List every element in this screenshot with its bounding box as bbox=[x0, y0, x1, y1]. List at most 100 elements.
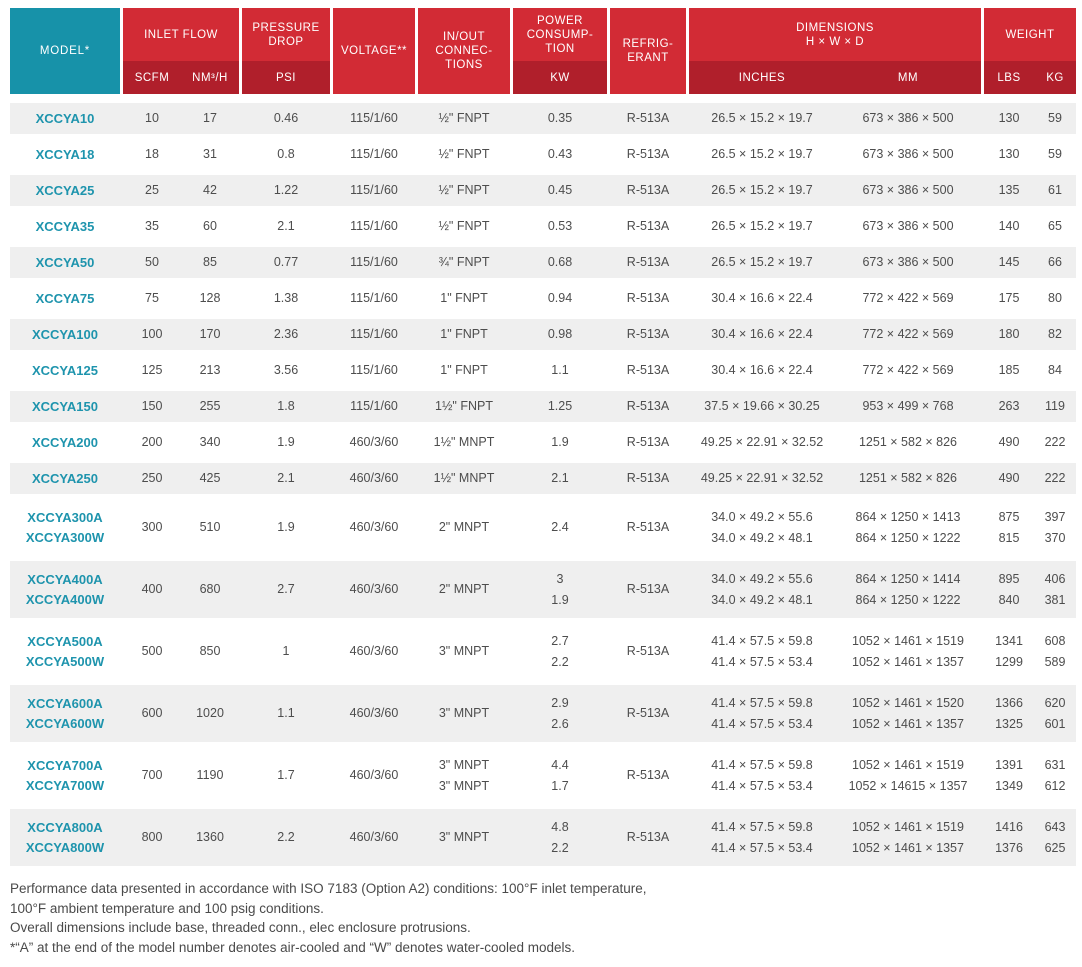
scfm-cell: 800 bbox=[141, 830, 163, 844]
mm-cell: 673 × 386 × 500 bbox=[862, 219, 954, 233]
scfm-cell: 50 bbox=[145, 255, 159, 269]
lbs-cell: 1416 1376 bbox=[995, 819, 1023, 855]
lbs-cell: 185 bbox=[998, 363, 1020, 377]
scfm-cell: 10 bbox=[145, 111, 159, 125]
inches-cell: 49.25 × 22.91 × 32.52 bbox=[700, 471, 824, 485]
weight-cells: 875 815 397 370 bbox=[984, 499, 1076, 556]
scfm-cell: 200 bbox=[141, 435, 163, 449]
dimensions-label: DIMENSIONS H × W × D bbox=[689, 8, 981, 61]
kg-cell: 643 625 bbox=[1044, 819, 1066, 855]
model-cell: XCCYA400A XCCYA400W bbox=[25, 571, 105, 607]
table-row: XCCYA100 100 170 2.36 115/1/60 1" FNPT 0… bbox=[10, 319, 1076, 350]
kw-cell: 0.35 bbox=[547, 111, 573, 125]
voltage-cell: 460/3/60 bbox=[349, 582, 399, 596]
psi-cell: 2.1 bbox=[277, 219, 295, 233]
kg-cell: 61 bbox=[1048, 183, 1062, 197]
voltage-cell: 115/1/60 bbox=[350, 183, 398, 197]
pressure-drop-units: PSI bbox=[242, 61, 330, 94]
kg-cell: 119 bbox=[1045, 399, 1065, 413]
inlet-flow-cells: 600 1020 bbox=[123, 685, 239, 742]
mm-unit-label: MM bbox=[897, 71, 919, 84]
kw-cell: 0.45 bbox=[547, 183, 573, 197]
connections-cell: 3" MNPT 3" MNPT bbox=[438, 757, 490, 793]
psi-cell: 0.8 bbox=[277, 147, 295, 161]
nm3h-cell: 85 bbox=[203, 255, 217, 269]
model-cell: XCCYA10 bbox=[35, 110, 95, 126]
table-row: XCCYA18 18 31 0.8 115/1/60 ½" FNPT 0.43 … bbox=[10, 139, 1076, 170]
refrigerant-cell: R-513A bbox=[626, 183, 670, 197]
kw-unit-label: KW bbox=[550, 71, 570, 84]
dimensions-cells: 34.0 × 49.2 × 55.6 34.0 × 49.2 × 48.1 86… bbox=[689, 499, 981, 556]
model-cell: XCCYA100 bbox=[31, 326, 98, 342]
model-cell: XCCYA600A XCCYA600W bbox=[25, 695, 105, 731]
table-row: XCCYA25 25 42 1.22 115/1/60 ½" FNPT 0.45… bbox=[10, 175, 1076, 206]
scfm-cell: 700 bbox=[141, 768, 163, 782]
refrigerant-cell: R-513A bbox=[626, 399, 670, 413]
voltage-cell: 460/3/60 bbox=[349, 471, 399, 485]
connections-column-header: IN/OUT CONNEC- TIONS bbox=[418, 8, 510, 94]
mm-cell: 673 × 386 × 500 bbox=[862, 183, 954, 197]
connections-cell: 2" MNPT bbox=[438, 582, 490, 596]
refrigerant-cell: R-513A bbox=[626, 435, 670, 449]
inlet-flow-units: SCFM NM³/H bbox=[123, 61, 239, 94]
inlet-flow-cells: 250 425 bbox=[123, 463, 239, 494]
dimensions-cells: 37.5 × 19.66 × 30.25 953 × 499 × 768 bbox=[689, 391, 981, 422]
psi-unit-label: PSI bbox=[275, 71, 297, 84]
model-cell: XCCYA200 bbox=[31, 434, 98, 450]
nm3h-cell: 510 bbox=[199, 520, 221, 534]
table-row: XCCYA35 35 60 2.1 115/1/60 ½" FNPT 0.53 … bbox=[10, 211, 1076, 242]
nm3h-cell: 128 bbox=[199, 291, 221, 305]
inches-cell: 30.4 × 16.6 × 22.4 bbox=[711, 363, 813, 377]
nm3h-cell: 42 bbox=[203, 183, 217, 197]
mm-cell: 772 × 422 × 569 bbox=[862, 363, 954, 377]
dimensions-cells: 49.25 × 22.91 × 32.52 1251 × 582 × 826 bbox=[689, 427, 981, 458]
table-row: XCCYA400A XCCYA400W 400 680 2.7 460/3/60… bbox=[10, 561, 1076, 618]
lbs-cell: 180 bbox=[998, 327, 1020, 341]
kg-cell: 59 bbox=[1048, 111, 1062, 125]
kw-cell: 0.43 bbox=[547, 147, 573, 161]
refrigerant-cell: R-513A bbox=[626, 768, 670, 782]
connections-cell: ½" FNPT bbox=[438, 111, 490, 125]
lbs-cell: 1366 1325 bbox=[995, 695, 1023, 731]
kw-cell: 0.53 bbox=[547, 219, 573, 233]
kw-cell: 0.98 bbox=[547, 327, 573, 341]
dimensions-cells: 26.5 × 15.2 × 19.7 673 × 386 × 500 bbox=[689, 211, 981, 242]
model-cell: XCCYA75 bbox=[35, 290, 95, 306]
kw-cell: 2.9 2.6 bbox=[551, 695, 569, 731]
kg-cell: 406 381 bbox=[1044, 571, 1066, 607]
nm3h-cell: 213 bbox=[199, 363, 221, 377]
inches-cell: 37.5 × 19.66 × 30.25 bbox=[704, 399, 820, 413]
refrigerant-cell: R-513A bbox=[626, 327, 670, 341]
nm3h-cell: 680 bbox=[199, 582, 221, 596]
voltage-column-header: VOLTAGE** bbox=[333, 8, 415, 94]
nm3h-cell: 1360 bbox=[196, 830, 224, 844]
mm-cell: 673 × 386 × 500 bbox=[862, 147, 954, 161]
mm-cell: 673 × 386 × 500 bbox=[862, 111, 954, 125]
lbs-cell: 130 bbox=[998, 111, 1020, 125]
table-row: XCCYA250 250 425 2.1 460/3/60 1½" MNPT 2… bbox=[10, 463, 1076, 494]
inlet-flow-cells: 150 255 bbox=[123, 391, 239, 422]
footnote: *“A” at the end of the model number deno… bbox=[10, 939, 576, 955]
voltage-cell: 460/3/60 bbox=[349, 644, 399, 658]
lbs-cell: 175 bbox=[998, 291, 1020, 305]
mm-cell: 1251 × 582 × 826 bbox=[858, 435, 957, 449]
connections-cell: 1½" FNPT bbox=[435, 399, 493, 413]
mm-cell: 772 × 422 × 569 bbox=[862, 291, 954, 305]
nm3h-cell: 31 bbox=[203, 147, 217, 161]
voltage-cell: 115/1/60 bbox=[350, 363, 398, 377]
nm3h-cell: 1190 bbox=[196, 768, 224, 782]
inlet-flow-cells: 100 170 bbox=[123, 319, 239, 350]
psi-cell: 2.1 bbox=[277, 471, 295, 485]
weight-cells: 1391 1349 631 612 bbox=[984, 747, 1076, 804]
weight-cells: 1366 1325 620 601 bbox=[984, 685, 1076, 742]
voltage-cell: 460/3/60 bbox=[349, 706, 399, 720]
refrigerant-cell: R-513A bbox=[626, 706, 670, 720]
kg-cell: 80 bbox=[1048, 291, 1062, 305]
lbs-cell: 145 bbox=[998, 255, 1020, 269]
weight-label: WEIGHT bbox=[984, 8, 1076, 61]
psi-cell: 2.2 bbox=[277, 830, 295, 844]
inches-cell: 26.5 × 15.2 × 19.7 bbox=[711, 183, 813, 197]
connections-cell: 1" FNPT bbox=[440, 327, 488, 341]
dimensions-column-header: DIMENSIONS H × W × D INCHES MM bbox=[689, 8, 981, 94]
kw-cell: 0.94 bbox=[547, 291, 573, 305]
